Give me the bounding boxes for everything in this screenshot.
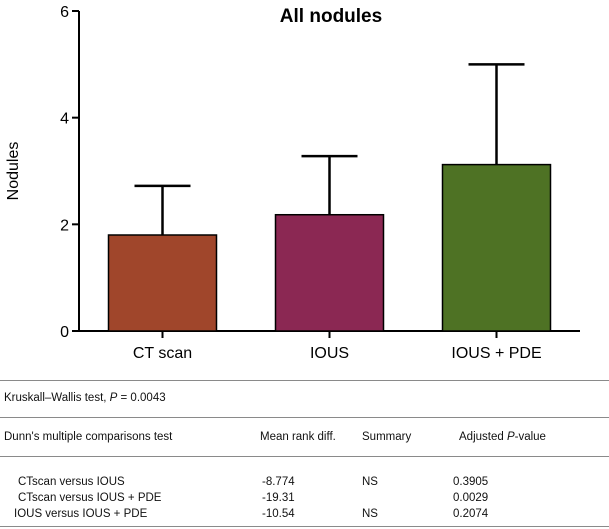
x-tick-label: CT scan — [133, 345, 192, 362]
header-adjusted-suffix: -value — [514, 431, 546, 443]
header-test: Dunn's multiple comparisons test — [4, 431, 173, 443]
row-mean-rank-diff: -10.54 — [262, 508, 295, 520]
y-tick-label: 4 — [60, 111, 69, 128]
table-bottom-rule — [0, 526, 609, 527]
p-symbol: P — [109, 392, 118, 404]
bar — [274, 213, 385, 332]
row-mean-rank-diff: -8.774 — [262, 476, 295, 488]
row-summary: NS — [362, 508, 378, 520]
chart-title: All nodules — [280, 6, 382, 27]
row-adjusted-p: 0.2074 — [453, 508, 489, 520]
row-summary: NS — [362, 476, 378, 488]
row-mean-rank-diff: -19.31 — [262, 492, 295, 504]
header-adjusted-p: Adjusted P-value — [459, 431, 546, 443]
header-mean-rank-diff: Mean rank diff. — [260, 431, 336, 443]
y-tick-label: 2 — [60, 217, 69, 234]
table-header-rule — [0, 456, 609, 457]
y-tick-label: 0 — [60, 324, 69, 341]
row-comparison: IOUS versus IOUS + PDE — [14, 508, 148, 520]
test-p-value: = 0.0043 — [117, 392, 166, 404]
table-mid-rule — [0, 417, 609, 418]
bar-chart: All nodules Nodules 0 2 4 6 CT scan IOUS IOUS … — [5, 4, 580, 362]
y-tick-label: 6 — [60, 4, 69, 21]
y-axis-label: Nodules — [5, 142, 22, 201]
bar — [441, 163, 552, 332]
x-tick-label: IOUS + PDE — [451, 345, 541, 362]
kruskal-wallis-line: Kruskall–Wallis test, P = 0.0043 — [4, 392, 166, 404]
row-comparison: CTscan versus IOUS + PDE — [18, 492, 162, 504]
header-p-symbol: P — [506, 431, 515, 443]
row-adjusted-p: 0.3905 — [453, 476, 489, 488]
test-name: Kruskall–Wallis test, — [4, 392, 110, 404]
row-comparison: CTscan versus IOUS — [18, 476, 125, 488]
x-tick-label: IOUS — [310, 345, 349, 362]
header-summary: Summary — [362, 431, 412, 443]
row-adjusted-p: 0.0029 — [453, 492, 489, 504]
header-adjusted-prefix: Adjusted — [459, 431, 507, 443]
table-top-rule — [0, 380, 609, 381]
bar — [107, 234, 218, 332]
